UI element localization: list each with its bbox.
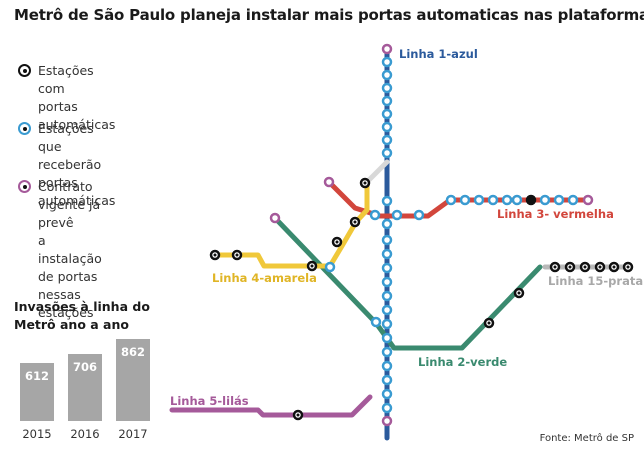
station-planned bbox=[381, 56, 393, 68]
bar-value: 706 bbox=[72, 360, 97, 374]
station-planned bbox=[381, 234, 393, 246]
linha-4-path bbox=[211, 179, 370, 269]
contract-doors-icon bbox=[18, 180, 31, 193]
station-planned bbox=[381, 82, 393, 94]
station-planned bbox=[381, 346, 393, 358]
station-planned bbox=[381, 318, 393, 330]
linha-4-label: Linha 4-amarela bbox=[212, 271, 317, 285]
linha-5-path bbox=[169, 394, 373, 418]
bar-value: 612 bbox=[24, 369, 49, 383]
station-planned bbox=[381, 134, 393, 146]
station-planned bbox=[381, 332, 393, 344]
bar-2017: 862 bbox=[116, 339, 150, 421]
station-contract bbox=[381, 415, 393, 427]
station-planned bbox=[381, 218, 393, 230]
bar-2015: 612 bbox=[20, 363, 54, 421]
station-planned bbox=[381, 108, 393, 120]
station-planned bbox=[381, 360, 393, 372]
linha-15-stations bbox=[549, 261, 634, 273]
station-planned bbox=[381, 69, 393, 81]
linha-4-stations bbox=[209, 177, 371, 273]
linha-1-label: Linha 1-azul bbox=[399, 47, 478, 61]
station-planned bbox=[539, 194, 551, 206]
bar-2016: 706 bbox=[68, 354, 102, 421]
bar-category: 2015 bbox=[22, 427, 52, 441]
legend-label: Contrato vigente já prevê a instalação d… bbox=[38, 179, 102, 320]
station-planned bbox=[381, 248, 393, 260]
bar-category: 2017 bbox=[118, 427, 148, 441]
station-planned bbox=[381, 147, 393, 159]
linha-2-stations bbox=[269, 212, 525, 329]
station-planned bbox=[445, 194, 457, 206]
planned-doors-icon bbox=[18, 122, 31, 135]
station-planned bbox=[381, 95, 393, 107]
linha-1-stations bbox=[381, 43, 393, 427]
linha-15-label: Linha 15-prata bbox=[548, 274, 643, 288]
bar-value: 862 bbox=[120, 345, 145, 359]
station-planned bbox=[413, 209, 425, 221]
station-planned bbox=[369, 209, 381, 221]
linha-15-path bbox=[364, 159, 390, 185]
linha-5-label: Linha 5-lilás bbox=[170, 394, 249, 408]
station-planned bbox=[391, 209, 403, 221]
invasions-bar-chart: 612 706 862 2015 2016 2017 bbox=[0, 0, 200, 460]
station-planned bbox=[473, 194, 485, 206]
station-planned bbox=[501, 194, 513, 206]
linha-3-label: Linha 3- vermelha bbox=[497, 207, 614, 221]
station-planned bbox=[567, 194, 579, 206]
station-planned bbox=[487, 194, 499, 206]
station-contract bbox=[381, 43, 393, 55]
linha-3-stations bbox=[323, 176, 594, 221]
station-contract bbox=[323, 176, 335, 188]
station-planned bbox=[459, 194, 471, 206]
station-planned bbox=[381, 121, 393, 133]
station-planned bbox=[324, 261, 336, 273]
station-planned bbox=[381, 276, 393, 288]
automatic-doors-icon bbox=[18, 64, 31, 77]
station-planned bbox=[381, 374, 393, 386]
station-contract bbox=[269, 212, 281, 224]
station-planned bbox=[381, 195, 393, 207]
station-planned bbox=[553, 194, 565, 206]
linha-3-path bbox=[326, 179, 591, 219]
linha-2-label: Linha 2-verde bbox=[418, 355, 507, 369]
source-note: Fonte: Metrô de SP bbox=[539, 433, 634, 444]
bar-category: 2016 bbox=[70, 427, 100, 441]
legend-label: Estações que receberão portas automática… bbox=[38, 121, 116, 208]
page-title: Metrô de São Paulo planeja instalar mais… bbox=[14, 6, 644, 24]
linha-5-stations bbox=[292, 409, 304, 421]
station-planned bbox=[381, 290, 393, 302]
station-contract bbox=[582, 194, 594, 206]
legend-label: Estações com portas automáticas bbox=[38, 63, 116, 132]
station-planned bbox=[370, 316, 382, 328]
station-planned bbox=[511, 194, 523, 206]
station-planned bbox=[381, 262, 393, 274]
station-planned bbox=[381, 388, 393, 400]
station-planned bbox=[381, 402, 393, 414]
station-planned bbox=[381, 304, 393, 316]
station-automatic bbox=[525, 194, 537, 206]
bar-chart-title: Invasões à linha do Metrô ano a ano bbox=[14, 299, 150, 332]
